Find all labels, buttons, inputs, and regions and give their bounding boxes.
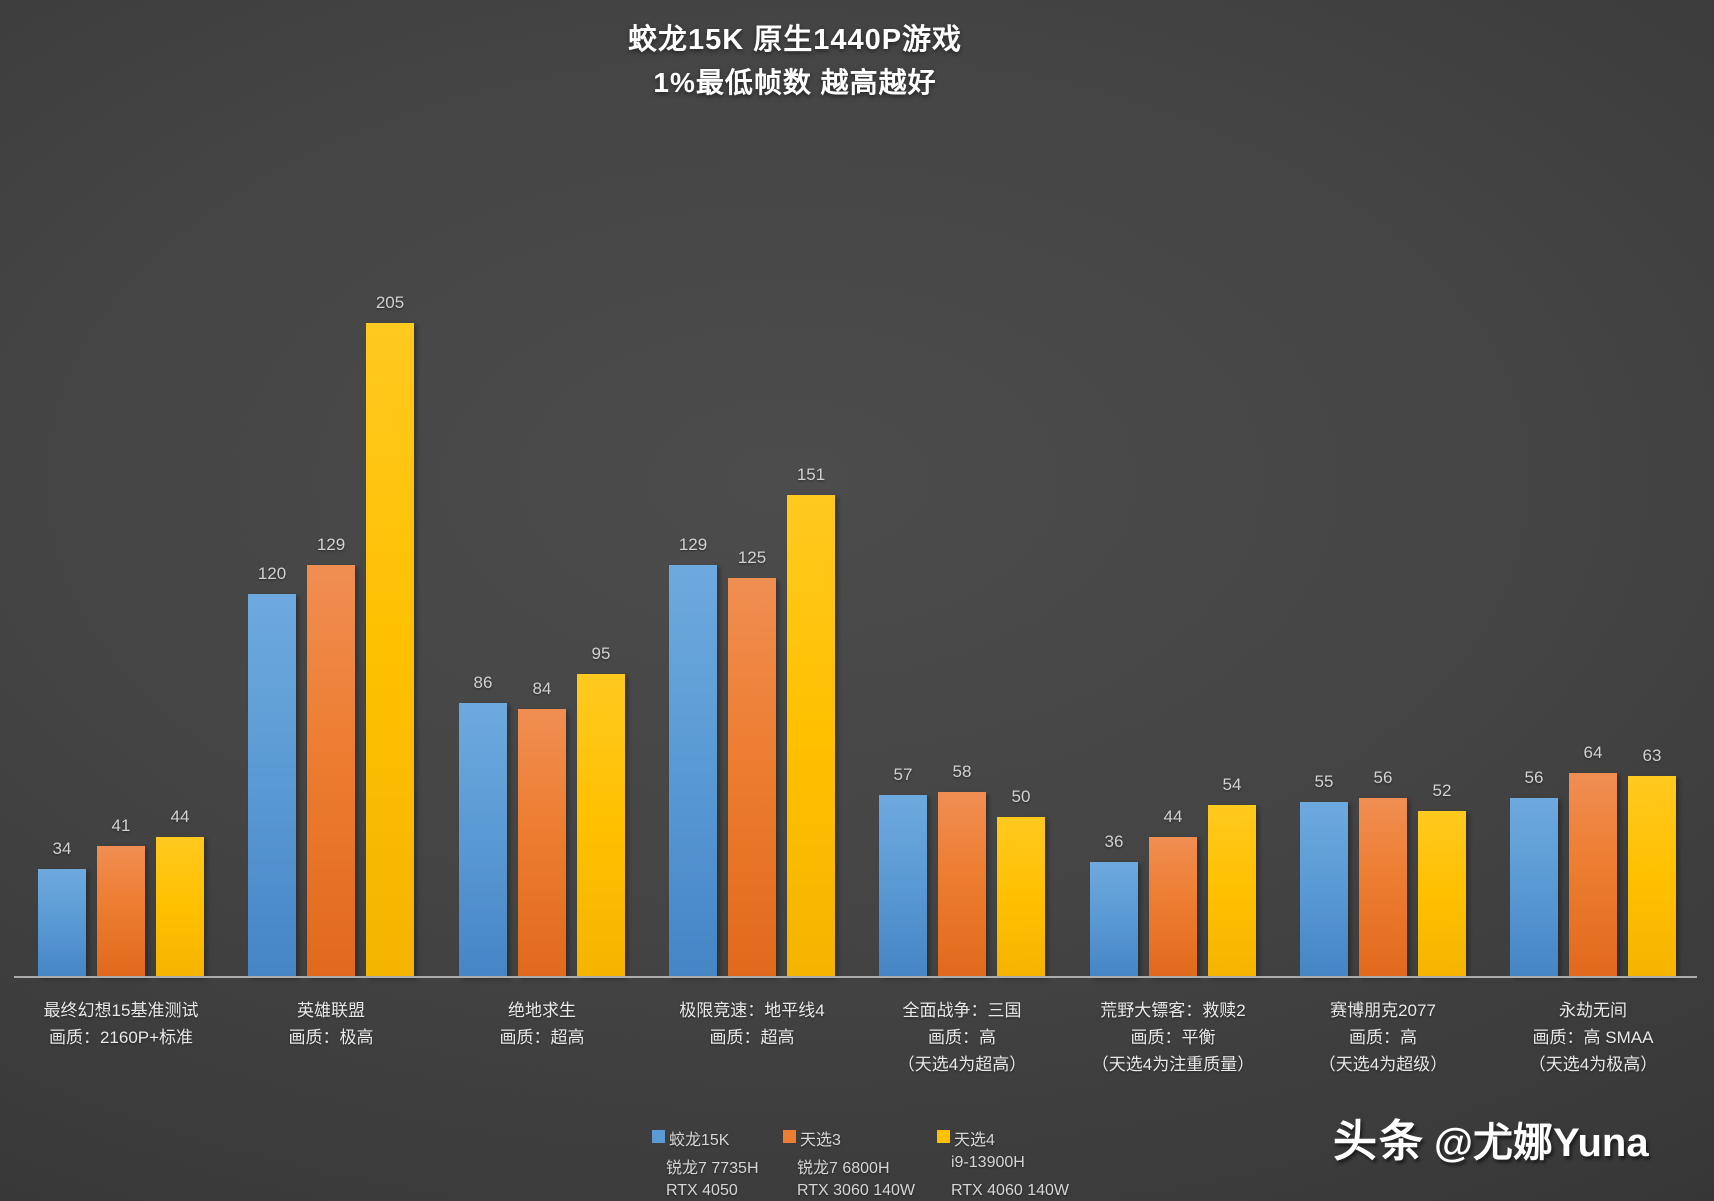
bar-value-label: 63 (1642, 746, 1662, 765)
category-label-line: （天选4为超高） (897, 1055, 1027, 1074)
bar-series1-group4 (669, 565, 717, 977)
category-label-group2: 英雄联盟画质：极高 (206, 997, 456, 1051)
bar-series3-group6 (1208, 805, 1256, 977)
chart-title: 蛟龙15K 原生1440P游戏 (627, 24, 963, 56)
legend-gpu-3: RTX 4060 140W (951, 1182, 1069, 1199)
category-label-line: （天选4为超级） (1318, 1055, 1448, 1074)
bar-series2-group3 (518, 709, 566, 977)
bar-series3-group2 (366, 323, 414, 977)
bar-series1-group6 (1090, 862, 1138, 977)
bar-value-label: 205 (375, 293, 405, 312)
bar-value-label: 56 (1524, 768, 1544, 787)
bar-value-label: 120 (257, 564, 287, 583)
bar-value-label: 56 (1373, 768, 1393, 787)
bar-series2-group7 (1359, 798, 1407, 977)
legend-swatch-3 (937, 1130, 950, 1143)
bar-series1-group1 (38, 869, 86, 977)
category-label-line: 永劫无间 (1559, 1001, 1627, 1020)
bar-series3-group4 (787, 495, 835, 977)
bar-value-label: 44 (1163, 807, 1183, 826)
legend-cpu-2: 锐龙7 6800H (797, 1160, 890, 1177)
bar-value-label: 125 (737, 548, 767, 567)
category-label-line: 画质：高 (928, 1028, 996, 1047)
bar-series2-group5 (938, 792, 986, 977)
category-label-line: 绝地求生 (508, 1001, 576, 1020)
bar-value-label: 95 (591, 644, 611, 663)
bar-value-label: 129 (678, 535, 708, 554)
category-label-group4: 极限竞速：地平线4 画质：超高 (627, 997, 877, 1051)
legend-swatch-2 (783, 1130, 796, 1143)
bar-value-label: 34 (52, 839, 72, 858)
category-label-group8: 永劫无间画质：高 SMAA （天选4为极高） (1468, 997, 1714, 1078)
bar-value-label: 52 (1432, 781, 1452, 800)
bar-series3-group7 (1418, 811, 1466, 977)
legend-gpu-2: RTX 3060 140W (797, 1182, 915, 1199)
legend-name-1: 蛟龙15K (669, 1132, 730, 1149)
category-label-line: （天选4为极高） (1528, 1055, 1658, 1074)
bar-series2-group8 (1569, 773, 1617, 977)
category-label-line: 画质：平衡 (1130, 1028, 1216, 1047)
category-label-line: 画质：高 (1349, 1028, 1417, 1047)
category-label-line: 画质：极高 (288, 1028, 374, 1047)
category-label-line: 最终幻想15基准测试 (43, 1001, 199, 1020)
bar-series1-group8 (1510, 798, 1558, 977)
legend-name-2: 天选3 (800, 1132, 841, 1149)
category-label-line: 画质：超高 (499, 1028, 585, 1047)
bar-series1-group5 (879, 795, 927, 977)
bar-series2-group2 (307, 565, 355, 977)
bar-series3-group3 (577, 674, 625, 977)
bar-value-label: 86 (473, 673, 493, 692)
bar-series1-group7 (1300, 802, 1348, 977)
bar-value-label: 129 (316, 535, 346, 554)
bar-value-label: 36 (1104, 832, 1124, 851)
bar-series2-group1 (97, 846, 145, 977)
bar-value-label: 54 (1222, 775, 1242, 794)
bar-value-label: 58 (952, 762, 972, 781)
bar-value-label: 151 (796, 465, 826, 484)
bar-series2-group6 (1149, 837, 1197, 977)
legend-cpu-1: 锐龙7 7735H (666, 1160, 759, 1177)
bar-value-label: 57 (893, 765, 913, 784)
category-label-group3: 绝地求生画质：超高 (417, 997, 667, 1051)
bar-series3-group1 (156, 837, 204, 977)
category-label-line: 荒野大镖客：救赎2 (1100, 1001, 1246, 1020)
bar-series3-group5 (997, 817, 1045, 977)
category-label-group6: 荒野大镖客：救赎2 画质：平衡 （天选4为注重质量） (1048, 997, 1298, 1078)
category-label-line: 画质：超高 (709, 1028, 795, 1047)
watermark-handle: @尤娜Yuna (1434, 1121, 1649, 1165)
bar-value-label: 55 (1314, 772, 1334, 791)
bar-value-label: 64 (1583, 743, 1603, 762)
bar-series1-group2 (248, 594, 296, 977)
category-label-line: （天选4为注重质量） (1091, 1055, 1255, 1074)
category-label-line: 全面战争：三国 (902, 1001, 1022, 1020)
bar-series3-group8 (1628, 776, 1676, 977)
category-label-line: 英雄联盟 (297, 1001, 365, 1020)
x-axis-line (14, 976, 1697, 978)
category-label-line: 赛博朋克2077 (1330, 1001, 1436, 1020)
category-label-group5: 全面战争：三国 画质：高 （天选4为超高） (837, 997, 1087, 1078)
legend-swatch-1 (652, 1130, 665, 1143)
legend-cpu-3: i9-13900H (951, 1154, 1025, 1171)
bar-value-label: 41 (111, 816, 131, 835)
bar-value-label: 50 (1011, 787, 1031, 806)
bar-series2-group4 (728, 578, 776, 977)
legend-name-3: 天选4 (954, 1132, 995, 1149)
bar-value-label: 44 (170, 807, 190, 826)
category-label-group7: 赛博朋克2077 画质：高 （天选4为超级） (1258, 997, 1508, 1078)
watermark: 头条 @尤娜Yuna (1333, 1105, 1649, 1169)
category-label-line: 极限竞速：地平线4 (679, 1001, 825, 1020)
chart-subtitle: 1%最低帧数 越高越好 (653, 67, 937, 98)
bar-series1-group3 (459, 703, 507, 977)
bar-value-label: 84 (532, 679, 552, 698)
category-label-line: 画质：2160P+标准 (48, 1028, 194, 1047)
legend-gpu-1: RTX 4050 (666, 1182, 738, 1199)
category-label-line: 画质：高 SMAA (1532, 1028, 1654, 1047)
category-label-group1: 最终幻想15基准测试 画质：2160P+标准 (0, 997, 246, 1051)
watermark-brand: 头条 (1333, 1117, 1425, 1166)
